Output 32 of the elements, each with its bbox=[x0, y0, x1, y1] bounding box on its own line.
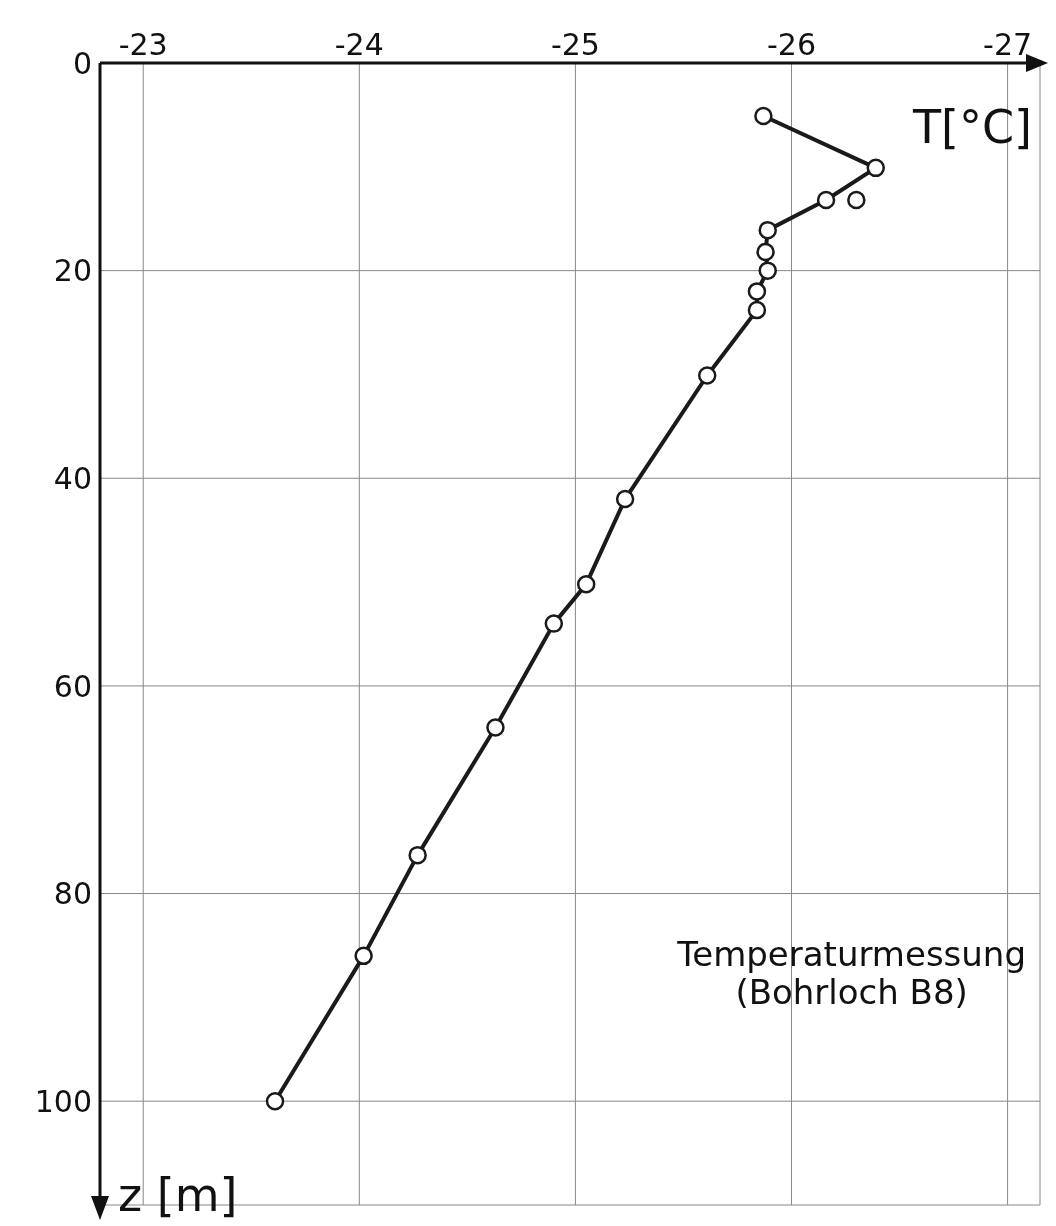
point bbox=[758, 261, 777, 280]
point bbox=[354, 946, 373, 966]
point bbox=[754, 106, 773, 126]
point bbox=[756, 242, 775, 262]
annotation: Temperaturmessung bbox=[677, 934, 1026, 974]
point bbox=[816, 190, 836, 210]
point bbox=[408, 845, 427, 865]
x-tick-label: -27 bbox=[983, 27, 1033, 62]
point bbox=[866, 158, 886, 178]
point bbox=[576, 574, 596, 594]
annotation: (Bohrloch B8) bbox=[735, 972, 968, 1012]
x-axis-title: T[°C] bbox=[912, 100, 1032, 154]
point bbox=[265, 1091, 285, 1111]
y-tick-label: 80 bbox=[53, 876, 92, 912]
x-tick-label: -25 bbox=[550, 27, 600, 62]
y-tick-label: 0 bbox=[72, 45, 92, 81]
point bbox=[747, 282, 767, 301]
y-axis-title: z [m] bbox=[118, 1168, 238, 1222]
point bbox=[758, 220, 777, 240]
point bbox=[486, 718, 505, 737]
y-tick-label: 100 bbox=[34, 1083, 92, 1119]
x-tick-label: -23 bbox=[118, 27, 168, 62]
x-tick-label: -24 bbox=[334, 27, 384, 62]
point bbox=[847, 190, 866, 210]
point bbox=[615, 489, 635, 509]
y-tick-label: 40 bbox=[53, 460, 92, 496]
y-tick-label: 20 bbox=[53, 253, 92, 289]
x-tick-label: -26 bbox=[766, 27, 816, 62]
point bbox=[697, 366, 717, 385]
point bbox=[544, 614, 564, 633]
point bbox=[747, 300, 767, 320]
y-tick-label: 60 bbox=[53, 668, 92, 704]
